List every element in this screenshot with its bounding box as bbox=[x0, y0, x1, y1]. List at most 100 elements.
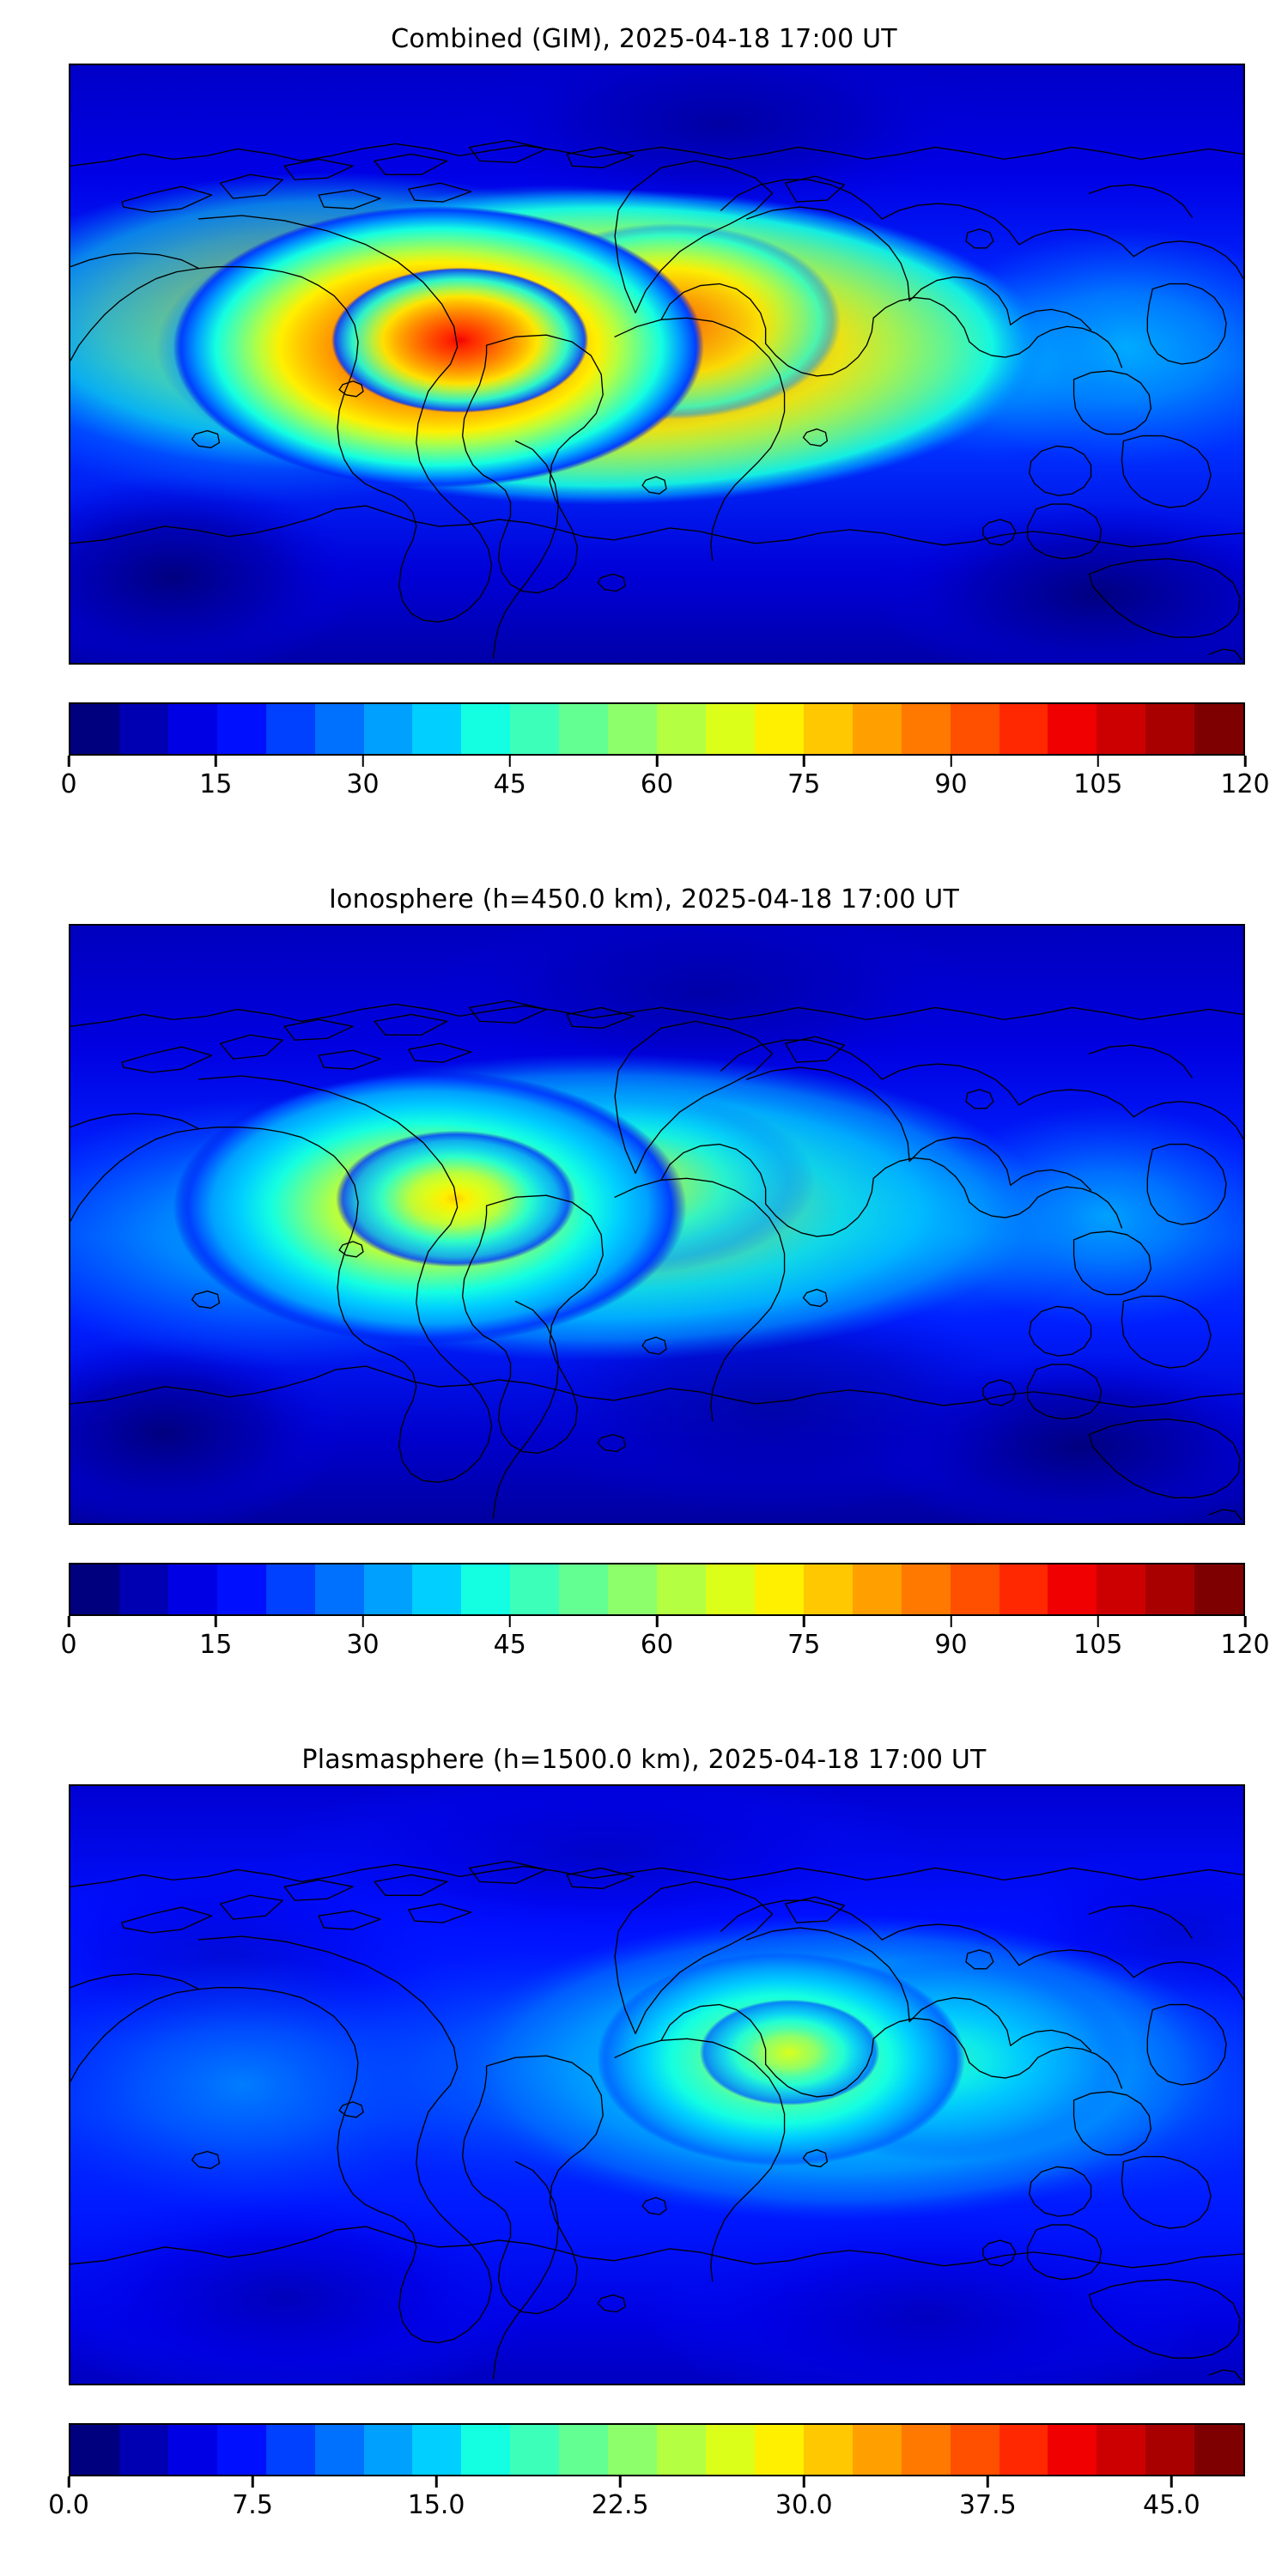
colorbar-tick-label-1: 15 bbox=[199, 769, 233, 799]
colorbar-band-9 bbox=[510, 1564, 560, 1614]
map-canvas-plasmasphere bbox=[70, 1786, 1243, 2384]
colorbar-tick-label-4: 60 bbox=[640, 769, 674, 799]
colorbar-band-20 bbox=[1048, 2425, 1097, 2475]
colorbar-ionosphere: 0 15 30 45 60 75 90 105 120 bbox=[60, 1563, 1270, 1662]
colorbar-tick-6 bbox=[950, 1616, 952, 1627]
colorbar-tick-label-0: 0 bbox=[60, 769, 77, 799]
colorbar-tick-label-5: 75 bbox=[787, 769, 821, 799]
panel-plasmasphere: Plasmasphere (h=1500.0 km), 2025-04-18 1… bbox=[0, 1745, 1288, 2565]
colorbar-band-11 bbox=[608, 704, 658, 754]
colorbar-band-3 bbox=[216, 2425, 266, 2475]
colorbar-tick-label-3: 45 bbox=[493, 1630, 526, 1660]
colorbar-band-3 bbox=[216, 1564, 266, 1614]
colorbar-band-12 bbox=[657, 2425, 706, 2475]
colorbar-band-14 bbox=[754, 1564, 804, 1614]
colorbar-tick-6 bbox=[950, 756, 952, 767]
panel-combined-gim: Combined (GIM), 2025-04-18 17:00 UT bbox=[0, 24, 1288, 844]
colorbar-tick-2 bbox=[361, 756, 364, 767]
colorbar-tick-label-1: 7.5 bbox=[232, 2490, 273, 2520]
colorbar-band-10 bbox=[559, 2425, 609, 2475]
colorbar-tick-0 bbox=[67, 2476, 70, 2488]
colorbar-tick-label-3: 22.5 bbox=[591, 2490, 649, 2520]
colorbar-combined-ticks bbox=[67, 756, 1247, 768]
colorbar-band-8 bbox=[461, 704, 511, 754]
colorbar-band-19 bbox=[999, 2425, 1048, 2475]
colorbar-tick-7 bbox=[1097, 756, 1099, 767]
colorbar-band-5 bbox=[314, 704, 364, 754]
colorbar-band-19 bbox=[999, 1564, 1048, 1614]
panel-title-plasmasphere: Plasmasphere (h=1500.0 km), 2025-04-18 1… bbox=[301, 1745, 987, 1775]
colorbar-band-13 bbox=[705, 704, 755, 754]
colorbar-tick-5 bbox=[803, 1616, 805, 1627]
colorbar-band-20 bbox=[1048, 704, 1097, 754]
colorbar-band-14 bbox=[754, 2425, 804, 2475]
panel-ionosphere: Ionosphere (h=450.0 km), 2025-04-18 17:0… bbox=[0, 884, 1288, 1704]
colorbar-band-15 bbox=[803, 1564, 853, 1614]
colorbar-tick-4 bbox=[655, 1616, 659, 1627]
map-canvas-ionosphere bbox=[70, 926, 1243, 1523]
colorbar-tick-label-7: 105 bbox=[1073, 769, 1123, 799]
colorbar-tick-1 bbox=[215, 1616, 217, 1627]
colorbar-band-17 bbox=[901, 704, 951, 754]
colorbar-plasmasphere: 0.0 7.5 15.0 22.5 30.0 37.5 45.0 bbox=[48, 2423, 1245, 2523]
colorbar-tick-4 bbox=[655, 756, 659, 767]
colorbar-tick-label-5: 75 bbox=[787, 1630, 821, 1660]
colorbar-band-2 bbox=[167, 1564, 217, 1614]
colorbar-band-1 bbox=[118, 704, 168, 754]
colorbar-band-2 bbox=[167, 2425, 217, 2475]
colorbar-tick-label-4: 30.0 bbox=[775, 2490, 833, 2520]
colorbar-tick-0 bbox=[67, 1616, 70, 1627]
colorbar-tick-8 bbox=[1243, 1616, 1247, 1627]
panel-title-ionosphere: Ionosphere (h=450.0 km), 2025-04-18 17:0… bbox=[329, 884, 959, 914]
colorbar-band-15 bbox=[803, 2425, 853, 2475]
colorbar-band-20 bbox=[1048, 1564, 1097, 1614]
colorbar-tick-8 bbox=[1243, 756, 1247, 767]
colorbar-band-5 bbox=[314, 2425, 364, 2475]
world-tec-map-combined bbox=[69, 64, 1245, 665]
panel-title-combined: Combined (GIM), 2025-04-18 17:00 UT bbox=[391, 24, 897, 54]
colorbar-combined-bands bbox=[69, 702, 1245, 756]
colorbar-band-13 bbox=[705, 1564, 755, 1614]
colorbar-band-6 bbox=[363, 1564, 413, 1614]
colorbar-tick-5 bbox=[987, 2476, 989, 2488]
colorbar-band-21 bbox=[1097, 2425, 1146, 2475]
colorbar-band-8 bbox=[461, 1564, 511, 1614]
colorbar-tick-label-8: 120 bbox=[1220, 1630, 1270, 1660]
map-canvas-combined bbox=[70, 65, 1243, 663]
colorbar-band-9 bbox=[510, 2425, 560, 2475]
colorbar-band-21 bbox=[1097, 704, 1146, 754]
colorbar-band-17 bbox=[901, 1564, 951, 1614]
colorbar-ionosphere-ticks bbox=[67, 1616, 1247, 1628]
colorbar-band-6 bbox=[363, 2425, 413, 2475]
colorbar-band-3 bbox=[216, 704, 266, 754]
colorbar-band-18 bbox=[950, 2425, 999, 2475]
colorbar-band-13 bbox=[705, 2425, 755, 2475]
colorbar-tick-2 bbox=[434, 2476, 438, 2488]
colorbar-band-11 bbox=[608, 1564, 658, 1614]
colorbar-tick-label-8: 120 bbox=[1220, 769, 1270, 799]
colorbar-band-23 bbox=[1194, 704, 1244, 754]
colorbar-band-0 bbox=[70, 704, 119, 754]
colorbar-band-4 bbox=[265, 704, 315, 754]
colorbar-band-18 bbox=[950, 704, 999, 754]
colorbar-tick-label-1: 15 bbox=[199, 1630, 233, 1660]
colorbar-tick-4 bbox=[803, 2476, 805, 2488]
colorbar-tick-3 bbox=[618, 2476, 622, 2488]
colorbar-tick-label-0: 0.0 bbox=[48, 2490, 89, 2520]
colorbar-band-9 bbox=[510, 704, 560, 754]
colorbar-tick-label-2: 30 bbox=[346, 1630, 380, 1660]
colorbar-tick-label-2: 15.0 bbox=[407, 2490, 465, 2520]
colorbar-tick-0 bbox=[67, 756, 70, 767]
colorbar-tick-label-2: 30 bbox=[346, 769, 380, 799]
colorbar-tick-7 bbox=[1097, 1616, 1099, 1627]
colorbar-ionosphere-labels: 0 15 30 45 60 75 90 105 120 bbox=[60, 1628, 1269, 1662]
colorbar-band-1 bbox=[118, 1564, 168, 1614]
colorbar-tick-label-0: 0 bbox=[60, 1630, 77, 1660]
colorbar-tick-label-6: 45.0 bbox=[1142, 2490, 1200, 2520]
colorbar-ionosphere-bands bbox=[69, 1563, 1245, 1616]
colorbar-band-10 bbox=[559, 1564, 609, 1614]
colorbar-tick-label-3: 45 bbox=[493, 769, 526, 799]
colorbar-band-23 bbox=[1194, 1564, 1244, 1614]
colorbar-tick-label-6: 90 bbox=[934, 1630, 968, 1660]
colorbar-band-22 bbox=[1145, 1564, 1195, 1614]
